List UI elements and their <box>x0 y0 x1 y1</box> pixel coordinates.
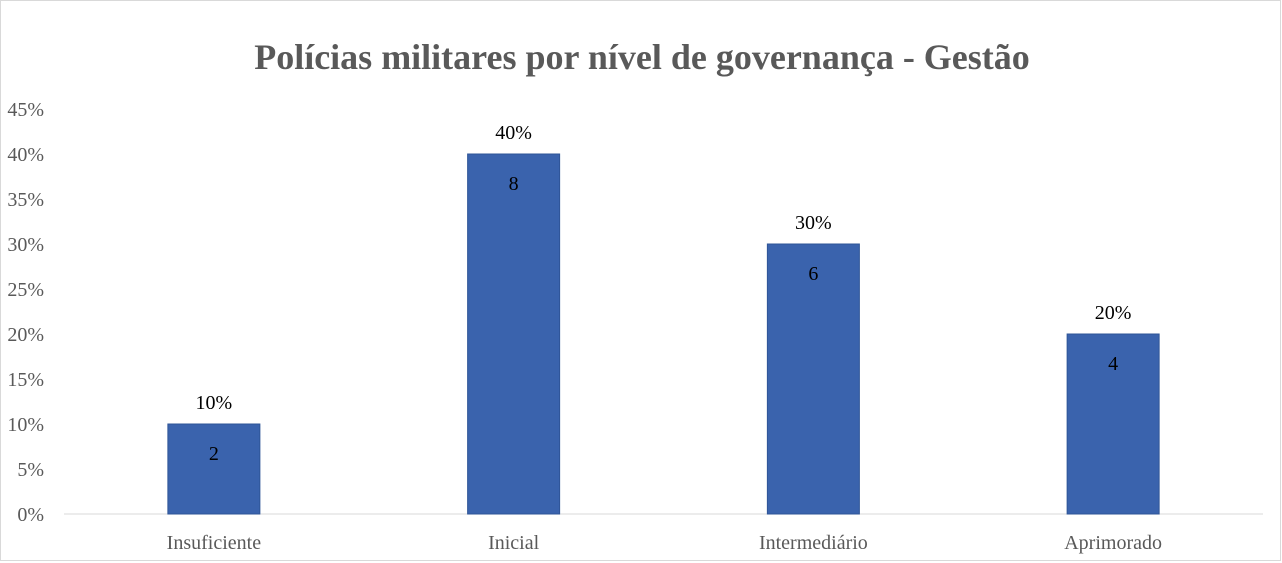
y-tick-label: 25% <box>7 279 44 301</box>
x-tick-label: Insuficiente <box>167 532 262 554</box>
y-tick-label: 35% <box>7 189 44 211</box>
bar-count-label: 2 <box>209 443 219 465</box>
y-tick-label: 45% <box>7 99 44 121</box>
y-tick-label: 5% <box>17 459 44 481</box>
bar <box>766 243 860 515</box>
y-tick-label: 10% <box>7 414 44 436</box>
x-tick-label: Intermediário <box>759 532 868 554</box>
x-tick-label: Inicial <box>488 532 540 554</box>
chart-title: Polícias militares por nível de governan… <box>254 37 1030 77</box>
y-tick-label: 20% <box>7 324 44 346</box>
bar-percent-label: 40% <box>495 122 532 144</box>
y-tick-label: 15% <box>7 369 44 391</box>
bar-count-label: 4 <box>1108 353 1118 375</box>
bar-percent-label: 30% <box>795 212 832 234</box>
x-tick-label: Aprimorado <box>1064 532 1162 554</box>
bar <box>467 153 561 515</box>
bar-count-label: 8 <box>509 173 519 195</box>
bar <box>167 423 261 515</box>
bar-count-label: 6 <box>808 263 818 285</box>
y-tick-label: 0% <box>17 504 44 526</box>
y-tick-label: 40% <box>7 144 44 166</box>
bar-percent-label: 10% <box>196 392 233 414</box>
bar-percent-label: 20% <box>1095 302 1132 324</box>
y-tick-label: 30% <box>7 234 44 256</box>
bar <box>1066 333 1160 515</box>
